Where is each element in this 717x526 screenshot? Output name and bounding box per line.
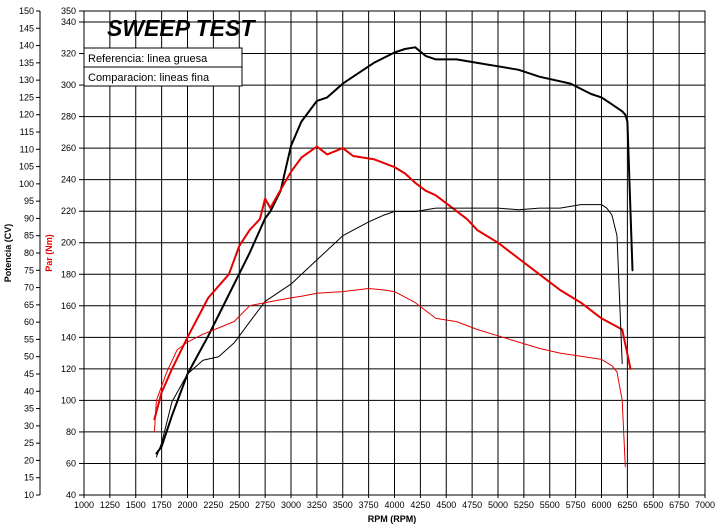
y-left-tick-label: 75 [24, 265, 34, 275]
y-left-tick-label: 55 [24, 334, 34, 344]
y-right-tick-label: 160 [61, 301, 76, 311]
y-axis-left-title: Potencia (CV) [3, 224, 13, 283]
x-tick-label: 2500 [229, 500, 249, 510]
torque-reference-line [153, 145, 632, 421]
x-axis-title: RPM (RPM) [368, 514, 417, 524]
x-tick-label: 1250 [100, 500, 120, 510]
x-tick-label: 6000 [591, 500, 611, 510]
y-left-tick-label: 50 [24, 352, 34, 362]
x-tick-label: 6500 [643, 500, 663, 510]
y-right-tick-label: 120 [61, 364, 76, 374]
y-left-tick-label: 10 [24, 490, 34, 500]
chart-series [153, 46, 634, 468]
y-left-tick-label: 120 [19, 110, 34, 120]
x-tick-label: 3000 [281, 500, 301, 510]
y-right-tick-label: 40 [66, 490, 76, 500]
y-right-tick-label: 140 [61, 332, 76, 342]
x-tick-label: 4250 [410, 500, 430, 510]
x-tick-label: 7000 [695, 500, 715, 510]
y-left-tick-label: 30 [24, 421, 34, 431]
y-right-tick-label: 280 [61, 112, 76, 122]
x-tick-label: 1500 [126, 500, 146, 510]
y-left-tick-label: 115 [20, 127, 34, 137]
x-tick-label: 5000 [488, 500, 508, 510]
y-left-tick-label: 65 [24, 300, 34, 310]
y-left-tick-label: 85 [24, 231, 34, 241]
y-right-tick-label: 300 [61, 80, 76, 90]
y-left-tick-label: 60 [24, 317, 34, 327]
x-tick-label: 3500 [333, 500, 353, 510]
y-left-tick-label: 70 [24, 283, 34, 293]
y-right-tick-label: 60 [66, 458, 76, 468]
y-left-tick-label: 35 [24, 404, 34, 414]
y-right-tick-label: 200 [61, 238, 76, 248]
x-tick-label: 4500 [436, 500, 456, 510]
chart-grid [83, 10, 706, 496]
y-left-tick-label: 110 [20, 144, 34, 154]
y-left-tick-label: 45 [24, 369, 34, 379]
legend: Referencia: linea gruesa Comparacion: li… [83, 47, 243, 87]
y-left-tick-label: 130 [19, 75, 34, 85]
y-left-tick-label: 90 [24, 213, 34, 223]
x-tick-label: 5750 [566, 500, 586, 510]
y-left-tick-label: 40 [24, 386, 34, 396]
x-tick-label: 6750 [669, 500, 689, 510]
x-tick-label: 2750 [255, 500, 275, 510]
x-tick-label: 5500 [540, 500, 560, 510]
y-right-tick-label: 350 [61, 6, 76, 16]
x-tick-label: 1750 [152, 500, 172, 510]
y-left-tick-label: 80 [24, 248, 34, 258]
x-tick-label: 4000 [384, 500, 404, 510]
y-right-tick-label: 340 [61, 17, 76, 27]
legend-item-reference: Referencia: linea gruesa [88, 53, 208, 65]
x-tick-label: 2250 [203, 500, 223, 510]
y-right-tick-label: 240 [61, 175, 76, 185]
x-tick-label: 5250 [514, 500, 534, 510]
y-right-tick-label: 80 [66, 427, 76, 437]
y-right-tick-label: 100 [61, 395, 76, 405]
axis-ticks: 1000 1250 1500 1750 2000 2250 2500 2750 3000 3250… [19, 6, 715, 510]
y-left-tick-label: 145 [19, 23, 34, 33]
y-axis-right-title: Par (Nm) [44, 234, 54, 272]
x-tick-label: 2000 [177, 500, 197, 510]
y-right-tick-label: 180 [61, 269, 76, 279]
x-tick-label: 4750 [462, 500, 482, 510]
y-left-tick-label: 150 [19, 6, 34, 16]
torque-comparison-line [153, 288, 626, 468]
y-right-tick-label: 260 [61, 143, 76, 153]
y-left-tick-label: 15 [24, 473, 34, 483]
y-left-tick-label: 125 [19, 92, 34, 102]
x-tick-label: 3750 [359, 500, 379, 510]
y-right-tick-label: 320 [61, 49, 76, 59]
y-left-tick-label: 20 [24, 455, 34, 465]
y-left-tick-label: 105 [19, 162, 34, 172]
power-reference-line [155, 46, 634, 455]
y-left-tick-label: 95 [24, 196, 34, 206]
y-left-tick-label: 135 [19, 58, 34, 68]
chart-title: SWEEP TEST [107, 15, 256, 41]
legend-item-comparison: Comparacion: lineas fina [88, 72, 210, 84]
y-right-tick-label: 220 [61, 206, 76, 216]
y-left-tick-label: 100 [19, 179, 34, 189]
y-left-tick-label: 25 [24, 438, 34, 448]
power-comparison-line [155, 204, 623, 458]
y-left-tick-label: 140 [19, 41, 34, 51]
x-tick-label: 1000 [74, 500, 94, 510]
x-tick-label: 3250 [307, 500, 327, 510]
x-tick-label: 6250 [617, 500, 637, 510]
